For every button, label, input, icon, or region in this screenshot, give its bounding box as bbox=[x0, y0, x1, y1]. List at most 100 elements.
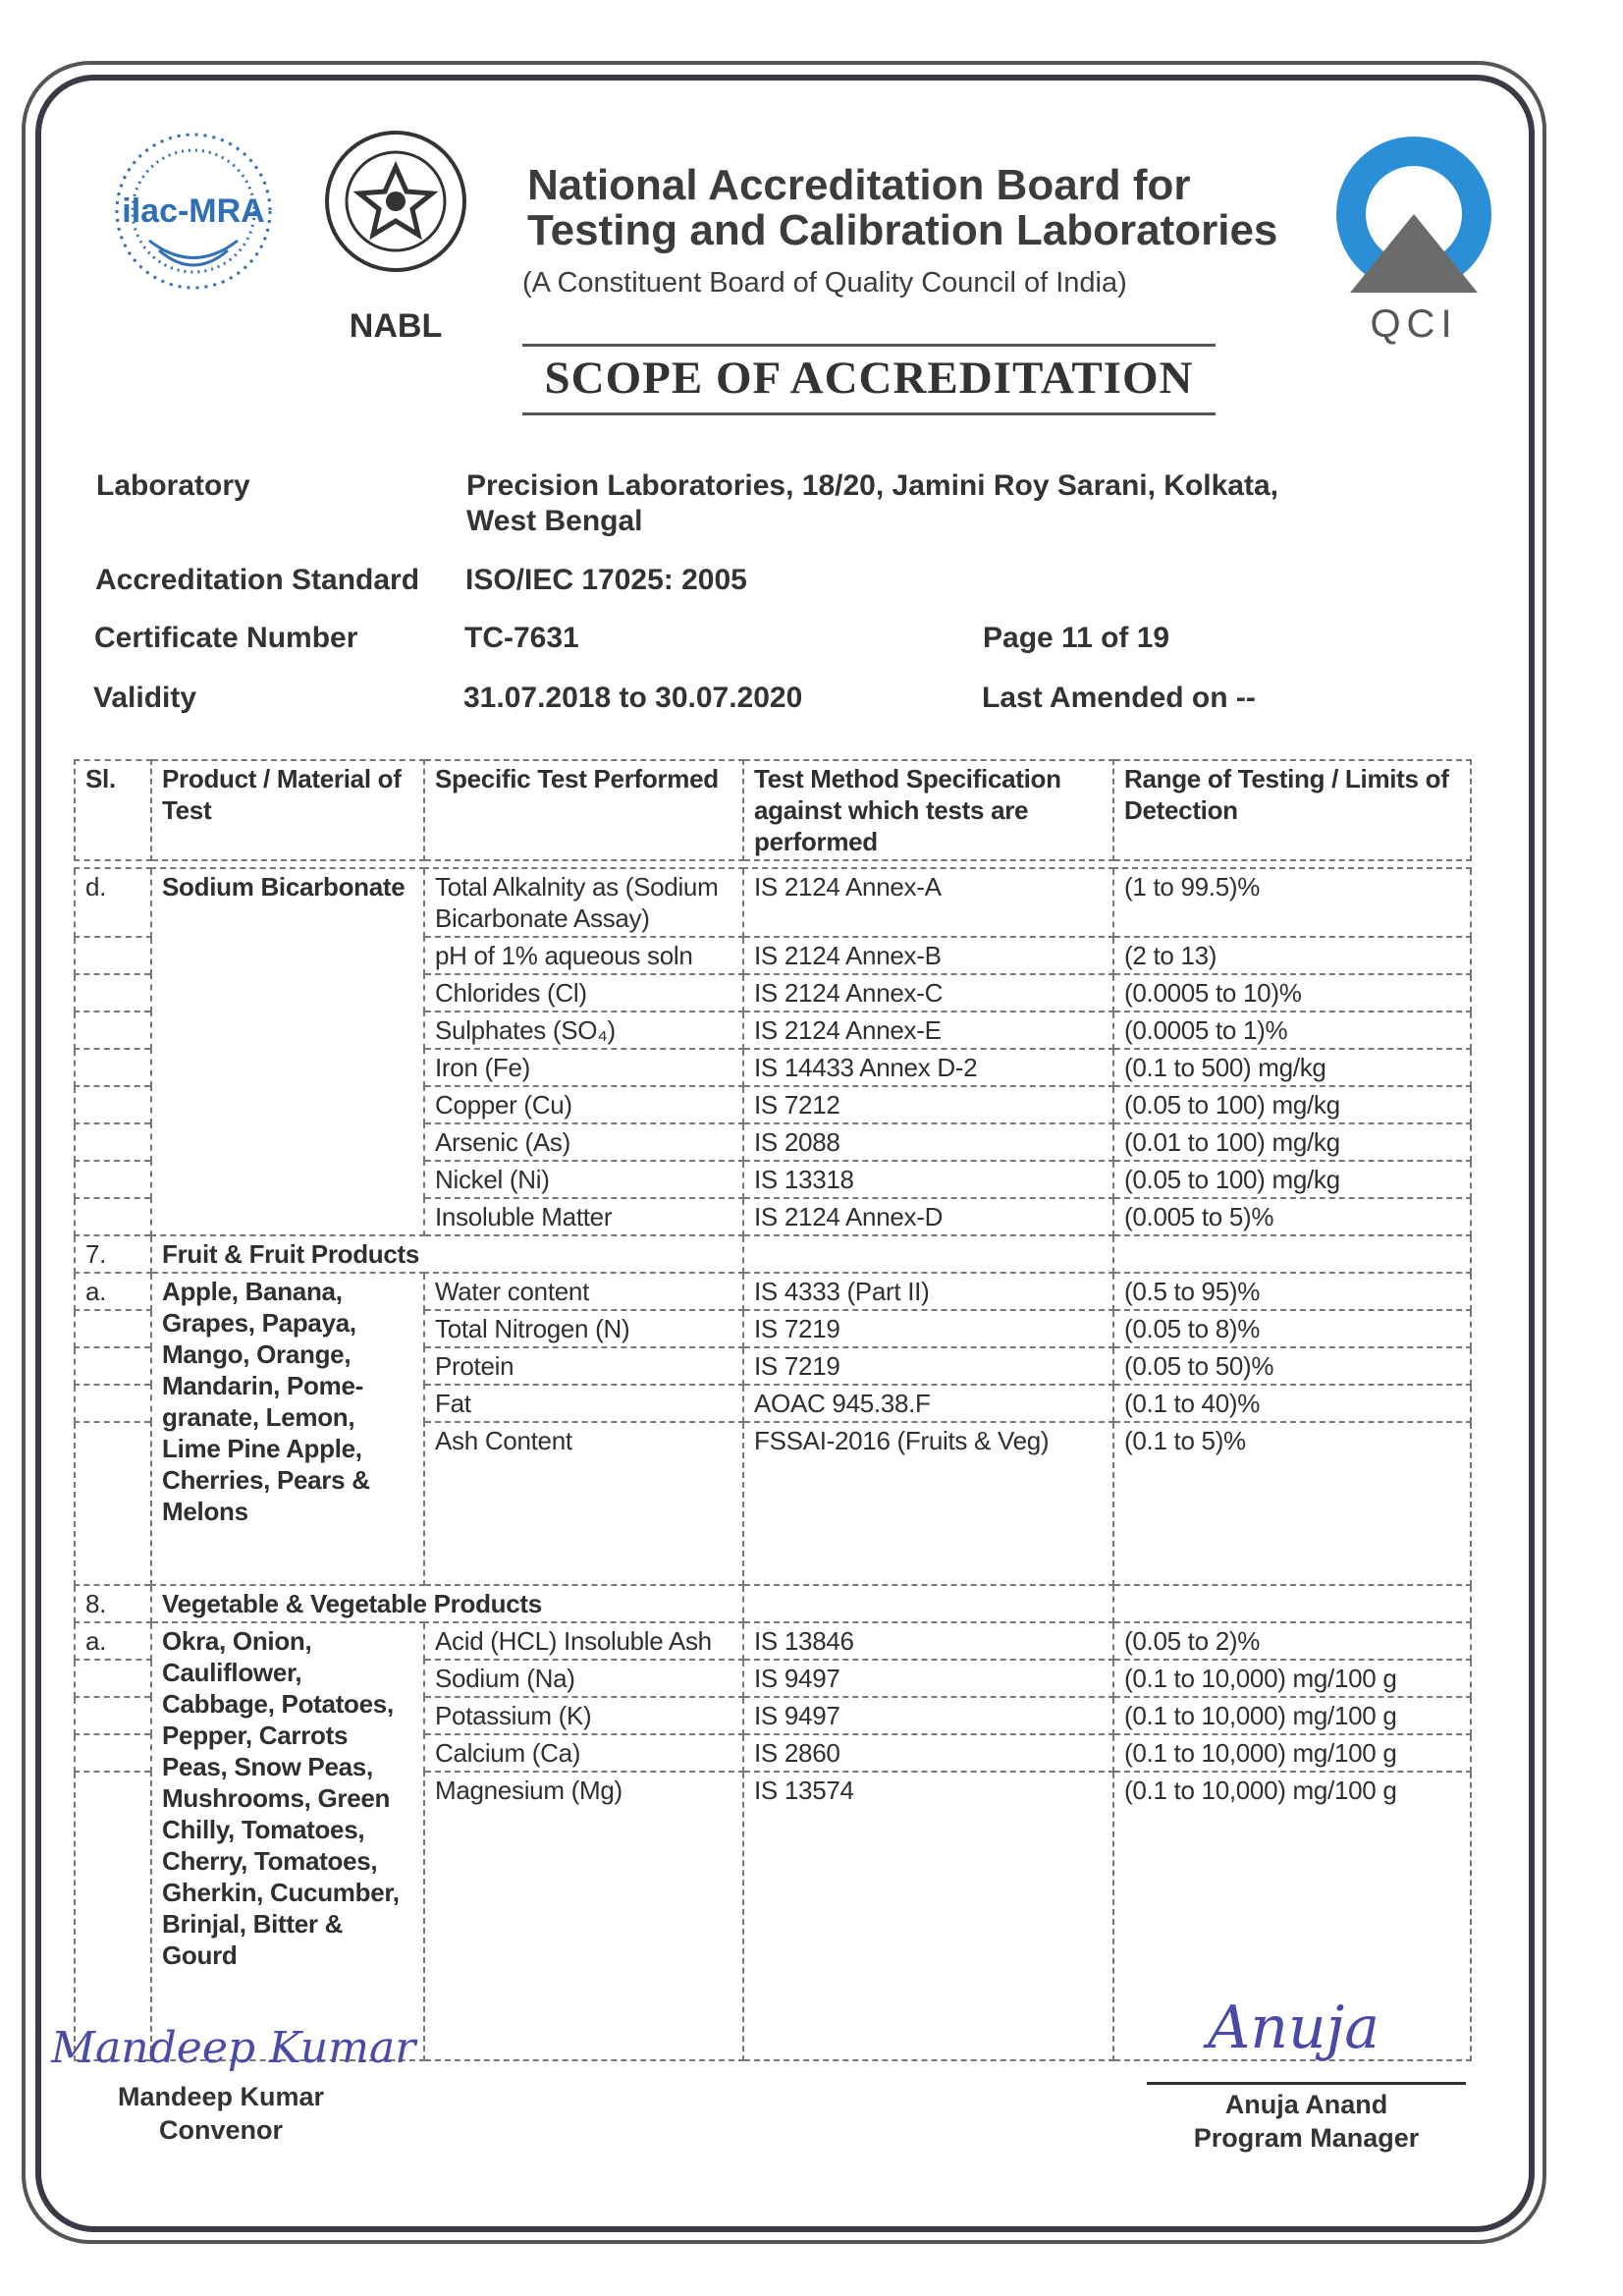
section-title: Vegetable & Vegetable Products bbox=[150, 1584, 744, 1623]
row-method: IS 2124 Annex-C bbox=[742, 973, 1114, 1012]
row-range: (0.1 to 10,000) mg/100 g bbox=[1112, 1659, 1472, 1698]
last-amended: Last Amended on -- bbox=[982, 682, 1256, 714]
title-rule-bottom bbox=[522, 412, 1216, 415]
section-empty-range bbox=[1112, 1584, 1472, 1623]
row-range: (0.0005 to 1)% bbox=[1112, 1011, 1472, 1050]
row-sl bbox=[74, 1421, 152, 1586]
validity-label: Validity bbox=[93, 682, 197, 714]
section-title: Fruit & Fruit Products bbox=[150, 1234, 744, 1274]
svg-text:NABL: NABL bbox=[350, 307, 442, 345]
right-signatory-role: Program Manager bbox=[1193, 2123, 1420, 2153]
row-range: (2 to 13) bbox=[1112, 936, 1472, 975]
row-sl bbox=[74, 1771, 152, 2061]
nabl-logo: NABL bbox=[325, 131, 466, 345]
row-range: (0.1 to 40)% bbox=[1112, 1384, 1472, 1423]
certificate-label: Certificate Number bbox=[94, 622, 358, 654]
section-empty-method bbox=[742, 1584, 1114, 1623]
row-sl bbox=[74, 1346, 152, 1386]
row-sl bbox=[74, 1011, 152, 1050]
row-sl bbox=[74, 1733, 152, 1773]
row-method: IS 2860 bbox=[742, 1733, 1114, 1773]
header-test: Specific Test Performed bbox=[423, 759, 744, 861]
row-method: IS 14433 Annex D-2 bbox=[742, 1048, 1114, 1087]
table-row: Calcium (Ca) IS 2860 (0.1 to 10,000) mg/10… bbox=[74, 1733, 1472, 1773]
table-row: Total Nitrogen (N) IS 7219 (0.05 to 8)% bbox=[74, 1309, 1472, 1348]
row-test: Ash Content bbox=[423, 1421, 744, 1586]
row-test: Total Alkalnity as (Sodium Bicarbonate A… bbox=[423, 867, 744, 938]
row-range: (0.1 to 10,000) mg/100 g bbox=[1112, 1696, 1472, 1735]
standard-label: Accreditation Standard bbox=[95, 564, 420, 596]
left-signatory-name: Mandeep Kumar bbox=[117, 2082, 325, 2111]
header-range: Range of Testing / Limits of Detection bbox=[1112, 759, 1472, 861]
row-method: IS 13318 bbox=[742, 1160, 1114, 1199]
header-gap bbox=[75, 859, 1471, 869]
row-method: IS 7212 bbox=[742, 1085, 1114, 1124]
standard-value: ISO/IEC 17025: 2005 bbox=[465, 564, 747, 596]
section-sl: 7. bbox=[74, 1234, 152, 1274]
org-title: National Accreditation Board for Testing… bbox=[527, 163, 1277, 253]
row-sl bbox=[74, 1659, 152, 1698]
laboratory-line1: Precision Laboratories, 18/20, Jamini Ro… bbox=[466, 469, 1278, 502]
svg-text:QCI: QCI bbox=[1370, 302, 1457, 346]
section-empty-method bbox=[742, 1234, 1114, 1274]
scope-table: Sl. Product / Material of Test Specific … bbox=[74, 759, 1472, 2061]
ilac-mra-logo: ilac-MRA bbox=[115, 133, 272, 290]
row-range: (0.05 to 100) mg/kg bbox=[1112, 1160, 1472, 1199]
row-range: (0.05 to 2)% bbox=[1112, 1621, 1472, 1661]
table-row: Arsenic (As) IS 2088 (0.01 to 100) mg/kg bbox=[74, 1122, 1472, 1162]
table-row: Protein IS 7219 (0.05 to 50)% bbox=[74, 1346, 1472, 1386]
table-row: Ash Content FSSAI-2016 (Fruits & Veg) (0.1… bbox=[74, 1421, 1472, 1586]
section-row: 7. Fruit & Fruit Products bbox=[74, 1234, 1472, 1274]
table-header-row: Sl. Product / Material of Test Specific … bbox=[74, 759, 1472, 861]
row-test: Fat bbox=[423, 1384, 744, 1423]
signature-line bbox=[1147, 2082, 1466, 2085]
row-method: IS 13574 bbox=[742, 1771, 1114, 2061]
row-sl bbox=[74, 1384, 152, 1423]
row-product: Sodium Bicarbonate bbox=[150, 867, 425, 1236]
row-test: Calcium (Ca) bbox=[423, 1733, 744, 1773]
row-test: Copper (Cu) bbox=[423, 1085, 744, 1124]
table-row: a. Okra, Onion, Cauliflower, Cabbage, Pot… bbox=[74, 1621, 1472, 2061]
right-signatory-name: Anuja Anand bbox=[1224, 2090, 1388, 2119]
table-row: Nickel (Ni) IS 13318 (0.05 to 100) mg/kg bbox=[74, 1160, 1472, 1199]
row-range: (0.05 to 8)% bbox=[1112, 1309, 1472, 1348]
row-range: (0.05 to 50)% bbox=[1112, 1346, 1472, 1386]
row-test: Iron (Fe) bbox=[423, 1048, 744, 1087]
header-method: Test Method Specification against which … bbox=[742, 759, 1114, 861]
row-range: (0.0005 to 10)% bbox=[1112, 973, 1472, 1012]
row-range: (0.1 to 500) mg/kg bbox=[1112, 1048, 1472, 1087]
row-method: IS 13846 bbox=[742, 1621, 1114, 1661]
left-signatory-role: Convenor bbox=[158, 2115, 283, 2145]
row-range: (1 to 99.5)% bbox=[1112, 867, 1472, 938]
row-sl bbox=[74, 1122, 152, 1162]
header-product: Product / Material of Test bbox=[150, 759, 425, 861]
org-title-line2: Testing and Calibration Laboratories bbox=[527, 206, 1278, 254]
validity-value: 31.07.2018 to 30.07.2020 bbox=[463, 682, 803, 714]
row-method: IS 2088 bbox=[742, 1122, 1114, 1162]
row-test: Potassium (K) bbox=[423, 1696, 744, 1735]
row-method: IS 4333 (Part II) bbox=[742, 1272, 1114, 1311]
section-row: 8. Vegetable & Vegetable Products bbox=[74, 1584, 1472, 1623]
row-method: IS 2124 Annex-D bbox=[742, 1197, 1114, 1236]
row-range: (0.05 to 100) mg/kg bbox=[1112, 1085, 1472, 1124]
table-row: Sodium (Na) IS 9497 (0.1 to 10,000) mg/100… bbox=[74, 1659, 1472, 1698]
svg-text:ilac-MRA: ilac-MRA bbox=[122, 192, 264, 230]
section-sl: 8. bbox=[74, 1584, 152, 1623]
row-test: Insoluble Matter bbox=[423, 1197, 744, 1236]
right-signature: Anuja bbox=[1208, 1994, 1380, 2062]
row-test: Acid (HCL) Insoluble Ash bbox=[423, 1621, 744, 1661]
laboratory-label: Laboratory bbox=[96, 469, 250, 502]
row-range: (0.1 to 10,000) mg/100 g bbox=[1112, 1733, 1472, 1773]
row-test: Sodium (Na) bbox=[423, 1659, 744, 1698]
row-sl bbox=[74, 1309, 152, 1348]
table-row: pH of 1% aqueous soln IS 2124 Annex-B (2 t… bbox=[74, 936, 1472, 975]
row-range: (0.1 to 5)% bbox=[1112, 1421, 1472, 1586]
row-test: Total Nitrogen (N) bbox=[423, 1309, 744, 1348]
title-rule-top bbox=[522, 344, 1216, 347]
row-range: (0.01 to 100) mg/kg bbox=[1112, 1122, 1472, 1162]
row-sl bbox=[74, 973, 152, 1012]
row-sl: a. bbox=[74, 1621, 152, 1661]
row-method: IS 7219 bbox=[742, 1309, 1114, 1348]
document-title: SCOPE OF ACCREDITATION bbox=[544, 353, 1194, 404]
row-sl bbox=[74, 1197, 152, 1236]
